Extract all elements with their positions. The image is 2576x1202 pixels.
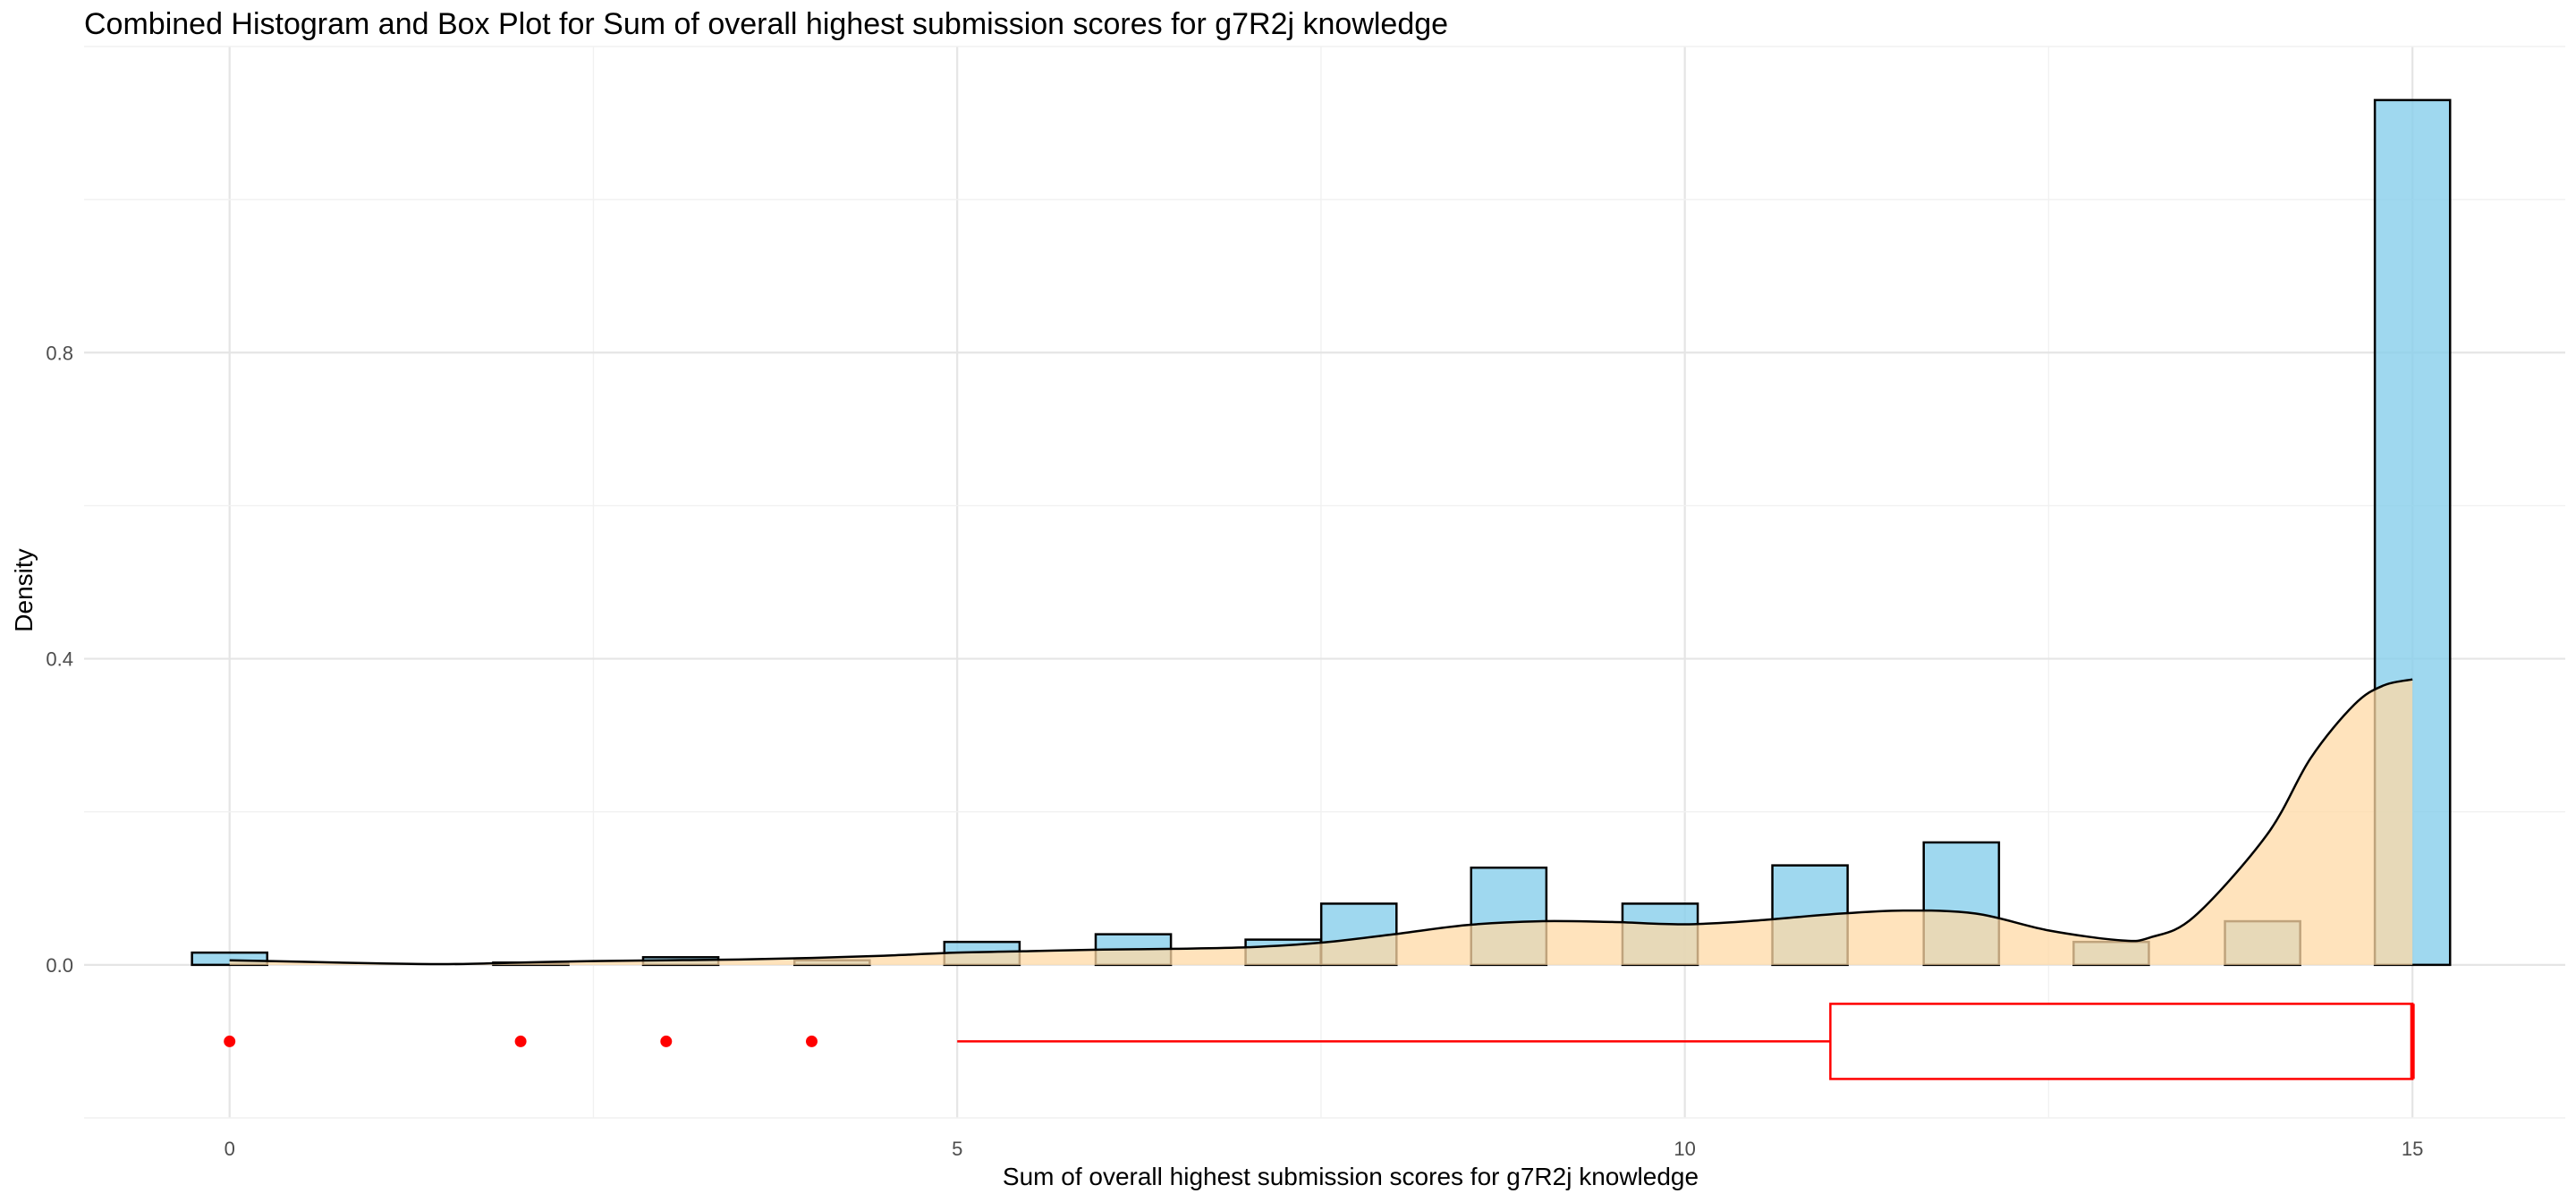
y-axis-label: Density — [10, 548, 38, 632]
x-tick-label: 0 — [225, 1138, 235, 1160]
x-tick-label: 5 — [952, 1138, 962, 1160]
x-axis-label: Sum of overall highest submission scores… — [1002, 1163, 1699, 1190]
density-area — [229, 679, 2413, 965]
y-tick-label: 0.4 — [46, 648, 73, 671]
box-outlier — [805, 1035, 818, 1047]
density-line — [229, 678, 2413, 966]
x-tick-label: 10 — [1674, 1138, 1695, 1160]
box-iqr — [1829, 1003, 2414, 1080]
box-outlier — [660, 1035, 673, 1047]
box-outlier — [514, 1035, 527, 1047]
y-tick-label: 0.0 — [46, 954, 73, 977]
box-outlier — [224, 1035, 236, 1047]
x-tick-label: 15 — [2402, 1138, 2423, 1160]
box-plot — [224, 1003, 2415, 1080]
density-curve — [229, 678, 2413, 966]
tick-labels: 0 5 10 15 0.0 0.4 0.8 — [46, 342, 2423, 1160]
y-tick-label: 0.8 — [46, 342, 73, 364]
chart-title: Combined Histogram and Box Plot for Sum … — [84, 7, 1449, 41]
